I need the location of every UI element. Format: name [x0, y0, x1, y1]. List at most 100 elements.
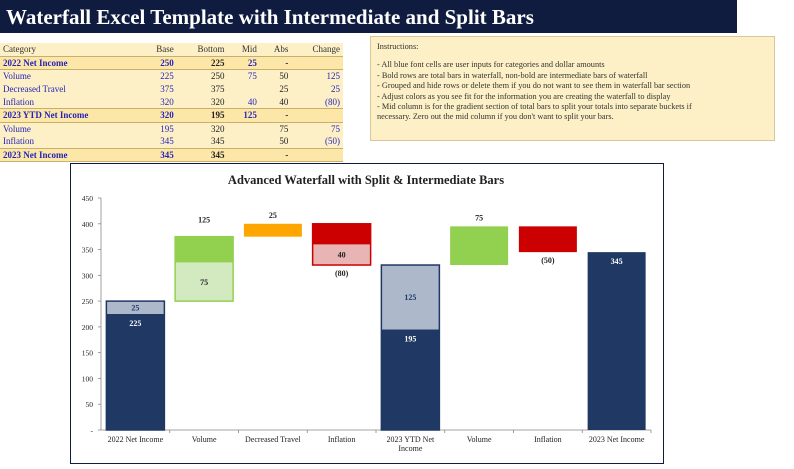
row-value-cell[interactable]: 225 [176, 55, 228, 71]
row-value-cell[interactable]: 75 [227, 69, 260, 83]
row-value-cell[interactable]: 125 [291, 69, 343, 83]
y-tick-label: 50 [86, 400, 94, 409]
instruction-line: - All blue font cells are user inputs fo… [377, 60, 605, 70]
column-header: Mid [227, 43, 260, 57]
row-value-cell[interactable]: 250 [176, 69, 228, 83]
row-value-cell[interactable]: 75 [259, 122, 292, 136]
row-value-cell[interactable]: 345 [140, 135, 177, 149]
bar-total [587, 252, 646, 430]
y-tick-label: - [91, 426, 94, 435]
x-tick-label: 2023 Net Income [589, 435, 645, 444]
bar-increase-split [175, 262, 234, 302]
row-category-cell[interactable]: 2022 Net Income [0, 55, 141, 71]
instruction-line: - Grouped and hide rows or delete them i… [377, 81, 691, 91]
row-value-cell[interactable]: 320 [140, 107, 177, 123]
row-value-cell[interactable]: 375 [140, 82, 177, 96]
row-value-cell[interactable]: 320 [140, 95, 177, 109]
table-row: Inflation 320 320 40 40 (80) [0, 95, 343, 109]
row-value-cell[interactable]: 25 [259, 82, 292, 96]
row-value-cell[interactable]: - [259, 107, 292, 123]
row-category-cell[interactable]: Inflation [0, 95, 141, 109]
bar-total [106, 314, 165, 430]
row-category-cell[interactable]: Volume [0, 69, 141, 83]
y-tick-label: 300 [82, 271, 94, 280]
row-value-cell[interactable] [291, 147, 343, 163]
row-value-cell[interactable]: 320 [176, 95, 228, 109]
row-value-cell[interactable] [291, 107, 343, 123]
bar-outline [105, 300, 166, 431]
row-value-cell[interactable] [227, 135, 260, 149]
row-value-cell[interactable]: 125 [227, 107, 260, 123]
bar-increase [450, 226, 509, 266]
instruction-line: - Mid column is for the gradient section… [377, 102, 692, 112]
chart-canvas: Advanced Waterfall with Split & Intermed… [82, 173, 652, 453]
data-label: 40 [338, 251, 346, 260]
x-tick-label: Inflation [328, 435, 356, 444]
row-value-cell[interactable]: 320 [176, 122, 228, 136]
row-value-cell[interactable]: 250 [140, 55, 177, 71]
data-label: (80) [335, 269, 349, 278]
table-row: Volume 225 250 75 50 125 [0, 69, 343, 83]
row-value-cell[interactable]: 75 [291, 122, 343, 136]
row-category-cell[interactable]: Inflation [0, 135, 141, 149]
x-tick-label: 2023 YTD Net [387, 435, 435, 444]
row-value-cell[interactable]: 345 [176, 135, 228, 149]
row-value-cell[interactable]: 50 [259, 135, 292, 149]
row-category-cell[interactable]: Decreased Travel [0, 82, 141, 96]
row-value-cell[interactable]: 40 [259, 95, 292, 109]
instructions-box: Instructions: - All blue font cells are … [370, 36, 775, 141]
bar-outline [174, 235, 234, 302]
data-label: (50) [541, 256, 555, 265]
data-label: 125 [404, 293, 416, 302]
row-value-cell[interactable]: - [259, 147, 292, 163]
bar-decrease [312, 223, 371, 245]
waterfall-chart: Advanced Waterfall with Split & Intermed… [70, 163, 664, 464]
table-row: Volume 195 320 75 75 [0, 122, 343, 136]
x-tick-label: Income [398, 444, 422, 453]
row-value-cell[interactable]: 345 [176, 147, 228, 163]
y-tick-label: 200 [82, 323, 94, 332]
table-row: 2022 Net Income 250 225 25- [0, 55, 343, 71]
data-label: 25 [269, 211, 277, 220]
y-tick-label: 100 [82, 374, 94, 383]
row-value-cell[interactable]: 345 [140, 147, 177, 163]
row-category-cell[interactable]: Volume [0, 122, 141, 136]
row-value-cell[interactable]: - [259, 55, 292, 71]
data-label: 125 [198, 216, 210, 225]
row-value-cell[interactable] [227, 122, 260, 136]
instructions-heading: Instructions: [377, 42, 419, 51]
bar-outline [311, 223, 372, 266]
row-value-cell[interactable]: 195 [140, 122, 177, 136]
bar-outline [380, 264, 441, 431]
row-value-cell[interactable]: (50) [291, 135, 343, 149]
row-value-cell[interactable]: 375 [176, 82, 228, 96]
row-category-cell[interactable]: 2023 YTD Net Income [0, 107, 141, 123]
row-value-cell[interactable] [227, 147, 260, 163]
table-row: 2023 Net Income 345 345- [0, 147, 343, 163]
column-header: Category [0, 43, 141, 57]
bar-total [381, 329, 440, 430]
row-value-cell[interactable]: 25 [291, 82, 343, 96]
row-value-cell[interactable]: (80) [291, 95, 343, 109]
row-value-cell[interactable] [227, 82, 260, 96]
instruction-line: - Adjust colors as you see fit for the i… [377, 91, 671, 101]
y-tick-label: 400 [82, 220, 94, 229]
row-category-cell[interactable]: 2023 Net Income [0, 147, 141, 163]
row-value-cell[interactable]: 50 [259, 69, 292, 83]
x-tick-label: 2022 Net Income [108, 435, 164, 444]
bar-decrease-split [312, 244, 371, 266]
column-header: Bottom [176, 43, 228, 57]
data-label: 75 [200, 278, 208, 287]
row-value-cell[interactable]: 25 [227, 55, 260, 71]
table-row: 2023 YTD Net Income 320 195 125- [0, 107, 343, 123]
table-row: Inflation 345 345 50 (50) [0, 135, 343, 149]
row-value-cell[interactable]: 40 [227, 95, 260, 109]
instruction-line: necessary. Zero out the mid column if yo… [377, 112, 614, 122]
row-value-cell[interactable]: 195 [176, 107, 228, 123]
x-tick-label: Volume [467, 435, 492, 444]
y-tick-label: 350 [82, 246, 94, 255]
data-label: 345 [611, 257, 623, 266]
data-label: 25 [131, 304, 139, 313]
row-value-cell[interactable] [291, 55, 343, 71]
row-value-cell[interactable]: 225 [140, 69, 177, 83]
